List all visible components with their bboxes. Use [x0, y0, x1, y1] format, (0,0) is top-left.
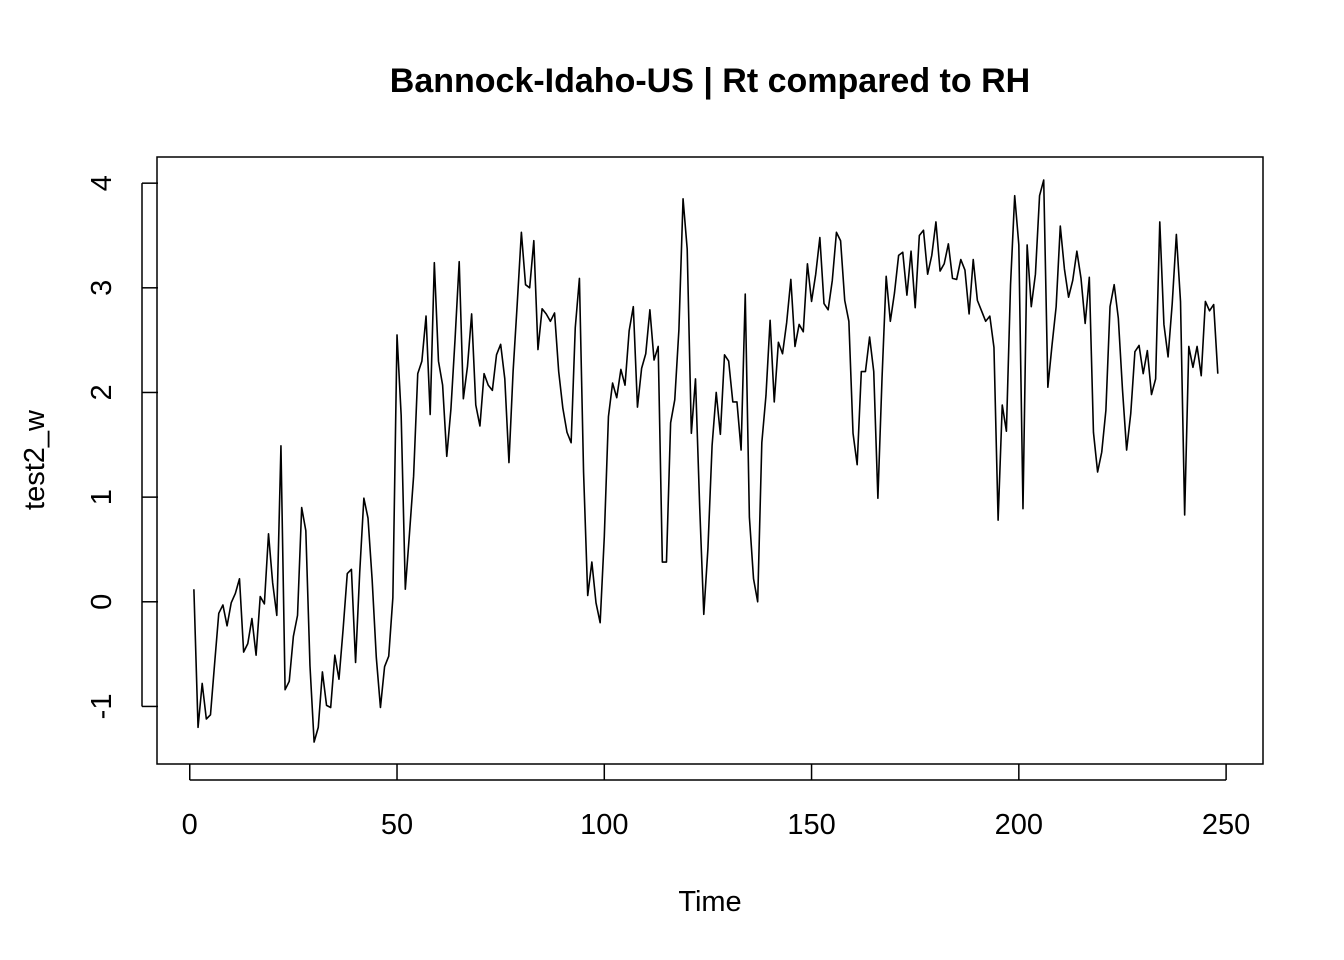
- series-line: [193, 179, 1219, 743]
- x-tick-label: 150: [787, 809, 835, 841]
- y-axis: -1 0 1 2 3 4: [86, 175, 158, 719]
- plot-frame: [156, 156, 1264, 765]
- chart-title: Bannock-Idaho-US | Rt compared to RH: [390, 62, 1030, 100]
- x-tick-label: 250: [1202, 809, 1250, 841]
- y-tick-label: 2: [86, 384, 118, 400]
- y-axis-title: test2_w: [19, 409, 51, 510]
- y-tick-label: -1: [86, 694, 118, 720]
- x-tick-label: 50: [381, 809, 413, 841]
- x-axis: 0 50 100 150 200 250: [182, 764, 1250, 841]
- y-tick-label: 1: [86, 489, 118, 505]
- x-tick-label: 0: [182, 809, 198, 841]
- x-tick-label: 200: [995, 809, 1043, 841]
- x-axis-title: Time: [678, 886, 741, 918]
- y-tick-label: 0: [86, 594, 118, 610]
- x-tick-label: 100: [580, 809, 628, 841]
- y-tick-label: 3: [86, 280, 118, 296]
- y-tick-label: 4: [86, 175, 118, 191]
